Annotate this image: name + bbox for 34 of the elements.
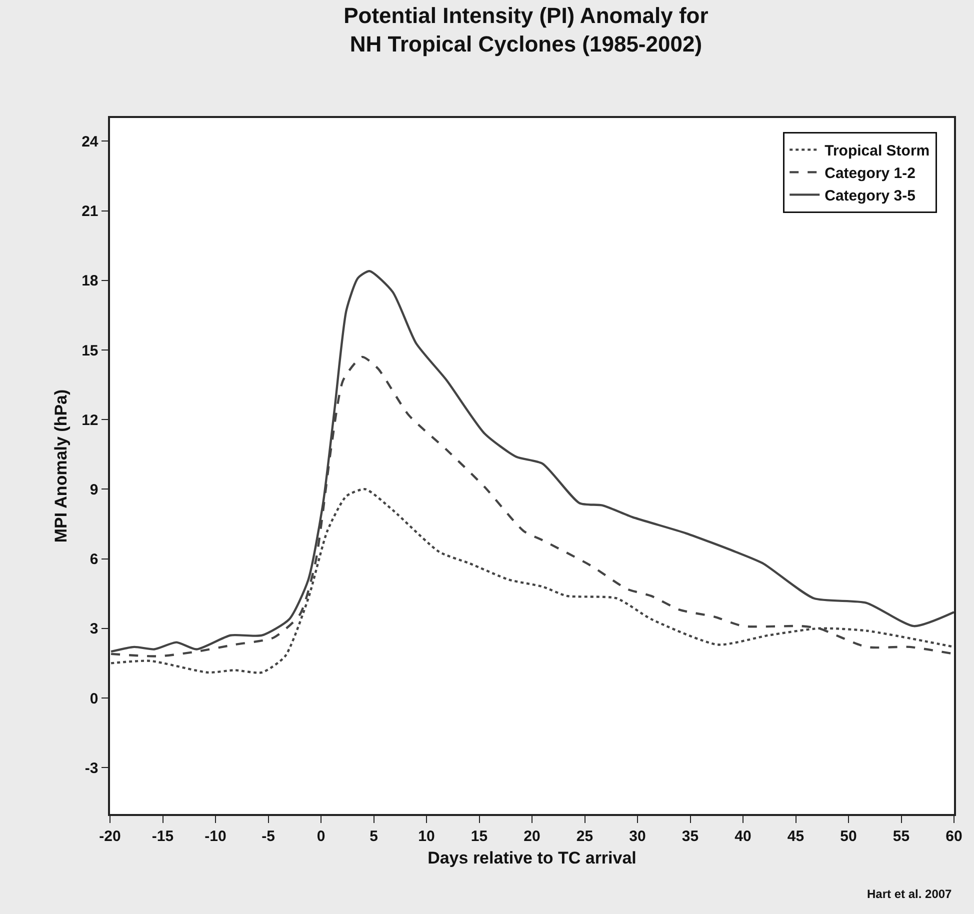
y-tick-label: 3	[90, 620, 98, 638]
x-tick-label: 60	[946, 828, 962, 845]
x-tick-label: 40	[734, 828, 752, 845]
x-tick-label: 25	[576, 828, 594, 845]
x-tick-label: 15	[470, 828, 488, 845]
text: Hart et al. 2007	[867, 887, 952, 901]
legend-label: Category 3-5	[824, 188, 916, 205]
y-tick-label: 15	[82, 342, 98, 360]
x-tick-label: -5	[262, 828, 275, 845]
x-tick-label: 30	[629, 828, 646, 845]
x-tick-label: -15	[152, 828, 174, 845]
x-tick-label: 35	[682, 828, 699, 845]
y-axis-title: MPI Anomaly (hPa)	[52, 389, 71, 543]
x-axis-title: Days relative to TC arrival	[428, 848, 636, 868]
x-tick-label: -10	[204, 828, 226, 845]
x-tick-label: 50	[840, 828, 857, 845]
x-tick-label: 55	[892, 828, 910, 845]
x-tick-label: 45	[787, 828, 804, 845]
y-tick-label: 18	[82, 272, 98, 290]
x-tick-label: 20	[524, 828, 540, 845]
legend-label: Category 1-2	[824, 165, 916, 182]
y-tick-label: 21	[82, 203, 98, 220]
legend-label: Tropical Storm	[824, 142, 930, 160]
y-tick-label: 12	[82, 412, 98, 429]
x-tick-label: 0	[316, 828, 326, 845]
chart-title: Potential Intensity (PI) Anomaly for NH Tropical Cyclones (1985-2002)	[344, 2, 709, 56]
y-tick-label: 9	[90, 481, 98, 498]
y-tick-label: 0	[90, 690, 98, 708]
y-tick-label: -3	[84, 760, 98, 777]
x-tick-label: 5	[370, 828, 378, 845]
x-tick-label: 10	[418, 828, 435, 845]
y-tick-label: 24	[82, 133, 99, 150]
x-tick-label: -20	[99, 828, 121, 845]
y-tick-label: 6	[90, 551, 98, 568]
